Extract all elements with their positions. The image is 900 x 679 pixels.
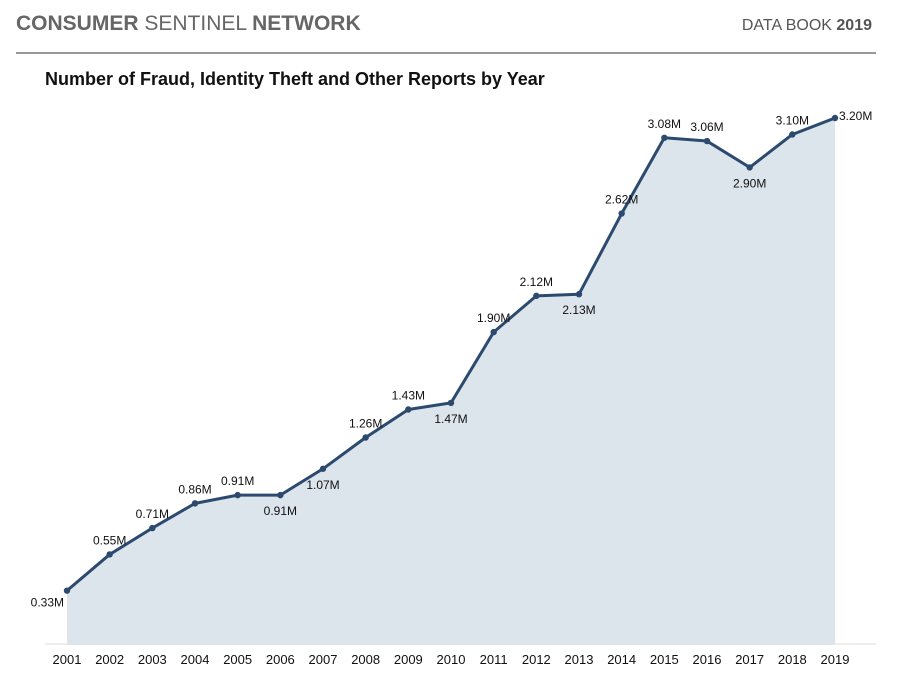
value-label: 1.90M (477, 311, 510, 325)
point (618, 210, 625, 217)
x-tick-label: 2017 (735, 652, 764, 667)
x-tick-label: 2005 (223, 652, 252, 667)
value-label: 0.86M (178, 482, 211, 496)
value-label: 2.12M (520, 275, 553, 289)
value-label: 1.07M (306, 478, 339, 492)
value-label: 3.20M (839, 109, 872, 123)
point (234, 491, 241, 499)
point (831, 114, 839, 122)
point (661, 134, 668, 141)
value-label: 2.90M (733, 176, 766, 190)
point (533, 292, 540, 300)
point (191, 500, 199, 507)
value-label: 1.47M (434, 412, 467, 426)
value-label: 2.62M (605, 193, 638, 207)
brand-word: CONSUMER (16, 12, 139, 35)
value-label: 2.13M (562, 303, 595, 317)
point (490, 328, 497, 336)
chart-title: Number of Fraud, Identity Theft and Othe… (45, 69, 545, 89)
x-tick-label: 2010 (437, 652, 466, 667)
point (106, 551, 113, 558)
x-tick-label: 2006 (266, 652, 295, 667)
brand-word: SENTINEL (144, 12, 246, 35)
value-label: 3.06M (690, 120, 723, 134)
x-tick-label: 2001 (53, 652, 82, 667)
book: DATA BOOK 2019 (742, 17, 872, 34)
book-word: 2019 (836, 17, 872, 34)
value-label: 0.71M (136, 507, 169, 521)
x-tick-label: 2016 (693, 652, 722, 667)
point (149, 524, 156, 532)
point (789, 131, 796, 138)
x-tick-label: 2003 (138, 652, 167, 667)
x-tick-label: 2013 (565, 652, 594, 667)
point (362, 434, 369, 441)
value-label: 0.55M (93, 533, 126, 547)
value-label: 0.91M (221, 474, 254, 488)
x-tick-label: 2002 (95, 652, 124, 667)
x-tick-label: 2007 (309, 652, 338, 667)
value-label: 1.26M (349, 416, 382, 430)
point (405, 406, 412, 413)
x-tick-label: 2018 (778, 652, 807, 667)
brand-word: NETWORK (252, 12, 361, 35)
point (575, 291, 583, 298)
x-tick-label: 2014 (607, 652, 636, 667)
x-tick-label: 2011 (480, 652, 508, 667)
value-label: 0.33M (31, 596, 64, 610)
x-tick-label: 2019 (821, 652, 850, 667)
value-label: 1.43M (392, 388, 425, 402)
book-word: DATA BOOK (742, 17, 832, 34)
x-tick-label: 2004 (181, 652, 210, 667)
x-tick-label: 2008 (351, 652, 380, 667)
value-label: 3.08M (648, 117, 681, 131)
point (277, 491, 284, 499)
point (703, 137, 711, 145)
area (67, 118, 835, 645)
point (63, 587, 71, 594)
x-tick-label: 2009 (394, 652, 423, 667)
point (319, 465, 327, 472)
x-tick-label: 2012 (522, 652, 551, 667)
point (447, 399, 455, 407)
value-label: 3.10M (776, 113, 809, 127)
value-label: 0.91M (264, 504, 297, 518)
x-tick-label: 2015 (650, 652, 679, 667)
point (746, 164, 753, 171)
brand: CONSUMER SENTINEL NETWORK (16, 12, 361, 35)
